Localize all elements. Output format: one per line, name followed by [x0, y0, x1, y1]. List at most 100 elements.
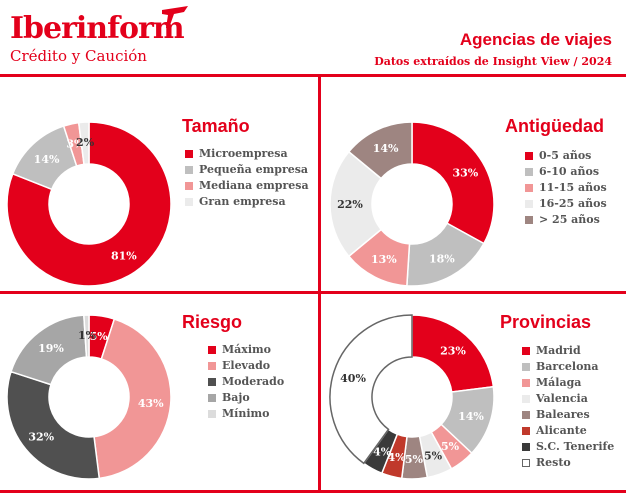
- provinces-data-label-resto: 40%: [340, 372, 366, 385]
- legend-swatch: [185, 198, 193, 206]
- provinces-data-label-malaga: 5%: [441, 440, 460, 453]
- plane-icon: [162, 6, 188, 28]
- legend-swatch: [208, 346, 216, 354]
- legend-swatch: [522, 459, 530, 467]
- legend-label: Barcelona: [536, 360, 599, 373]
- legend-swatch: [525, 200, 533, 208]
- legend-item-bajo: Bajo: [208, 390, 284, 406]
- legend-label: Madrid: [536, 344, 581, 357]
- provinces-slice-madrid: [411, 314, 495, 393]
- legend-swatch: [522, 363, 530, 371]
- legend-item-malaga: Málaga: [522, 375, 614, 391]
- legend-label: Mínimo: [222, 407, 270, 420]
- legend-age: 0-5 años 6-10 años 11-15 años 16-25 años > 2…: [525, 148, 607, 228]
- legend-label: Valencia: [536, 392, 588, 405]
- age-data-label-6-10-anos: 18%: [429, 252, 455, 265]
- age-data-label-16-25-anos: 22%: [337, 198, 363, 211]
- divider-bottom: [0, 490, 626, 493]
- legend-item-elevado: Elevado: [208, 358, 284, 374]
- brand-logo: Iberinform Crédito y Caución: [10, 11, 185, 66]
- legend-item-gran-empresa: Gran empresa: [185, 194, 309, 210]
- risk-data-label-minimo: 1%: [78, 329, 97, 342]
- legend-label: Baleares: [536, 408, 590, 421]
- age-slice-16-25-anos: [329, 150, 383, 258]
- age-data-label-0-5-anos: 33%: [452, 166, 478, 179]
- legend-label: Elevado: [222, 359, 271, 372]
- legend-label: Gran empresa: [199, 195, 286, 208]
- legend-risk: Máximo Elevado Moderado Bajo Mínimo: [208, 342, 284, 422]
- legend-swatch: [522, 395, 530, 403]
- chart-size-donut: 81%14%3%2%: [6, 121, 172, 287]
- legend-swatch: [522, 379, 530, 387]
- report-title: Agencias de viajes: [459, 30, 612, 49]
- risk-slice-moderado: [6, 370, 101, 480]
- legend-item-resto: Resto: [522, 455, 614, 471]
- legend-item-baleares: Baleares: [522, 407, 614, 423]
- size-data-label-gran-empresa: 2%: [76, 136, 95, 149]
- legend-label: Bajo: [222, 391, 250, 404]
- legend-item-barcelona: Barcelona: [522, 359, 614, 375]
- legend-item-minimo: Mínimo: [208, 406, 284, 422]
- legend-swatch: [208, 362, 216, 370]
- chart-title-provinces: Provincias: [500, 312, 592, 332]
- report-subtitle: Datos extraídos de Insight View / 2024: [374, 55, 612, 68]
- legend-label: Pequeña empresa: [199, 163, 309, 176]
- legend-item-16-25-anos: 16-25 años: [525, 196, 607, 212]
- legend-item-alicante: Alicante: [522, 423, 614, 439]
- legend-item-microempresa: Microempresa: [185, 146, 309, 162]
- risk-data-label-moderado: 32%: [28, 431, 54, 444]
- risk-data-label-elevado: 43%: [138, 397, 164, 410]
- legend-swatch: [185, 182, 193, 190]
- legend-label: 11-15 años: [539, 181, 607, 194]
- legend-item-valencia: Valencia: [522, 391, 614, 407]
- legend-label: Mediana empresa: [199, 179, 309, 192]
- age-slice-25-anos: [347, 121, 413, 180]
- brand-name: Iberinform: [10, 11, 185, 46]
- size-data-label-pequena-empresa: 14%: [34, 153, 60, 166]
- legend-swatch: [525, 184, 533, 192]
- divider-top: [0, 74, 626, 77]
- divider-vertical-top: [318, 77, 321, 291]
- legend-item-moderado: Moderado: [208, 374, 284, 390]
- legend-swatch: [522, 411, 530, 419]
- legend-label: 0-5 años: [539, 149, 592, 162]
- age-data-label-11-15-anos: 13%: [371, 253, 397, 266]
- legend-label: S.C. Tenerife: [536, 440, 615, 453]
- legend-swatch: [525, 168, 533, 176]
- legend-item-pequena-empresa: Pequeña empresa: [185, 162, 309, 178]
- provinces-slice-resto: [329, 314, 413, 465]
- legend-item-madrid: Madrid: [522, 343, 614, 359]
- legend-item-6-10-anos: 6-10 años: [525, 164, 607, 180]
- legend-item-0-5-anos: 0-5 años: [525, 148, 607, 164]
- risk-data-label-bajo: 19%: [38, 342, 64, 355]
- legend-provinces: Madrid Barcelona Málaga Valencia Baleares Ali…: [522, 343, 614, 471]
- legend-swatch: [208, 378, 216, 386]
- provinces-data-label-madrid: 23%: [440, 344, 466, 357]
- legend-swatch: [522, 443, 530, 451]
- panel-size: 81% 14% 3% 2% Tamaño Microempresa Pequeña em…: [6, 116, 309, 287]
- legend-label: Málaga: [536, 376, 582, 389]
- size-data-label-microempresa: 81%: [111, 249, 137, 262]
- age-slice-0-5-anos: [411, 121, 495, 245]
- chart-title-size: Tamaño: [182, 116, 250, 136]
- legend-item-11-15-anos: 11-15 años: [525, 180, 607, 196]
- legend-size: Microempresa Pequeña empresa Mediana empre…: [185, 146, 309, 210]
- size-slice-microempresa: [6, 121, 172, 287]
- divider-vertical-bottom: [318, 294, 321, 490]
- panel-risk: 5% 43% 32% 19% 1% Riesgo Máximo Elevado Modera…: [6, 312, 284, 480]
- legend-label: Máximo: [222, 343, 272, 356]
- report-header: Iberinform Crédito y Caución Agencias de…: [0, 0, 626, 75]
- legend-swatch: [525, 152, 533, 160]
- risk-slice-elevado: [93, 318, 172, 480]
- provinces-data-label-barcelona: 14%: [458, 410, 484, 423]
- legend-label: > 25 años: [539, 213, 600, 226]
- brand-tagline: Crédito y Caución: [10, 47, 147, 65]
- legend-item-mediana-empresa: Mediana empresa: [185, 178, 309, 194]
- legend-label: 16-25 años: [539, 197, 607, 210]
- legend-swatch: [208, 410, 216, 418]
- legend-swatch: [525, 216, 533, 224]
